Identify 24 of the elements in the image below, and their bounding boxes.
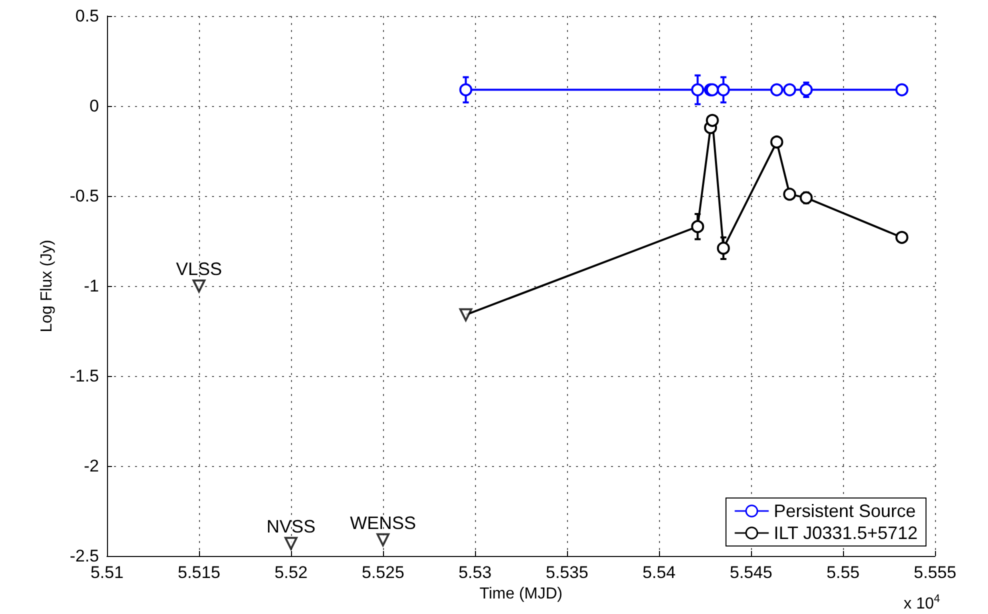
y-tick-label: -1.5 bbox=[70, 366, 99, 386]
annotation: NVSS bbox=[266, 516, 316, 536]
x-tick-label: 5.525 bbox=[362, 563, 404, 582]
x-tick-label: 5.55 bbox=[826, 563, 860, 582]
x-tick-label: 5.52 bbox=[274, 563, 308, 582]
y-axis-title: Log Flux (Jy) bbox=[38, 240, 56, 332]
annotation: WENSS bbox=[350, 512, 416, 533]
x-tick-label: 5.515 bbox=[178, 563, 220, 582]
x-tick-label: 5.54 bbox=[642, 563, 676, 582]
y-tick-label: 0.5 bbox=[75, 6, 99, 26]
x-tick-label: 5.555 bbox=[914, 563, 956, 582]
x-tick-label: 5.53 bbox=[458, 563, 492, 582]
y-tick-label: 0 bbox=[90, 96, 99, 116]
x-axis-title: Time (MJD) bbox=[480, 585, 562, 602]
x-tick-label: 5.535 bbox=[546, 563, 588, 582]
y-tick-label: -0.5 bbox=[70, 186, 99, 206]
y-tick-label: -2.5 bbox=[70, 546, 99, 566]
legend-label: ILT J0331.5+5712 bbox=[774, 523, 918, 543]
y-tick-label: -2 bbox=[84, 456, 99, 476]
y-tick-label: -1 bbox=[84, 276, 99, 296]
x-tick-label: 5.545 bbox=[730, 563, 772, 582]
legend-label: Persistent Source bbox=[774, 501, 916, 521]
annotation: VLSS bbox=[176, 259, 222, 279]
x-tick-label: 5.51 bbox=[90, 563, 124, 582]
